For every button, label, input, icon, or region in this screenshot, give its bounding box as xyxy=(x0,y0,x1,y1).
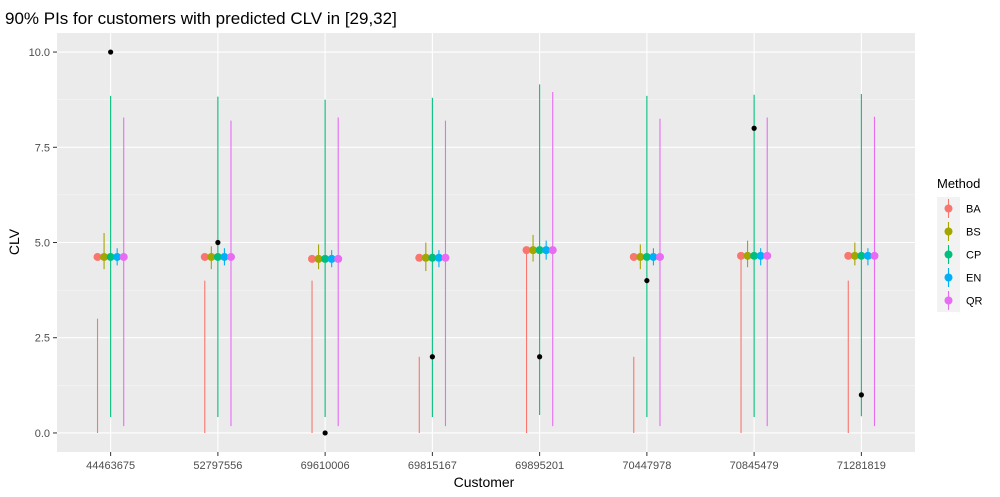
x-tick-label: 70447978 xyxy=(622,460,671,472)
legend-label: BA xyxy=(966,204,981,216)
point-estimate xyxy=(763,251,772,260)
legend-label: CP xyxy=(966,250,981,262)
actual-value-point xyxy=(537,354,543,360)
legend-key-point xyxy=(944,250,953,259)
point-estimate xyxy=(314,254,323,263)
point-estimate xyxy=(636,252,645,261)
actual-value-point xyxy=(644,277,650,284)
x-tick-label: 71281819 xyxy=(837,460,886,472)
point-estimate xyxy=(226,252,235,261)
point-estimate xyxy=(850,251,859,260)
point-estimate xyxy=(207,252,216,261)
legend-item-en: EN xyxy=(937,266,981,289)
series-points-ba xyxy=(93,246,853,263)
point-estimate xyxy=(542,246,551,255)
point-estimate xyxy=(93,252,102,261)
actual-value-point xyxy=(751,125,757,131)
point-estimate xyxy=(642,252,651,261)
actual-value-point xyxy=(322,430,328,436)
y-tick-label: 5.0 xyxy=(35,238,50,250)
y-tick-label: 2.5 xyxy=(35,333,50,345)
series-qr xyxy=(123,92,876,427)
legend-item-ba: BA xyxy=(937,197,981,220)
point-estimate xyxy=(522,246,531,255)
x-tick-label: 69815167 xyxy=(408,460,457,472)
point-estimate xyxy=(428,253,437,262)
point-estimate xyxy=(421,253,430,262)
legend-item-bs: BS xyxy=(937,220,981,243)
y-tick-label: 7.5 xyxy=(35,142,50,154)
actual-value-point xyxy=(108,49,114,55)
point-estimate xyxy=(529,246,538,255)
point-estimate xyxy=(548,246,557,255)
legend: Method BA BS CP EN QR xyxy=(937,176,983,312)
x-tick-label: 70845479 xyxy=(730,460,779,472)
x-tick-label: 44463675 xyxy=(86,460,135,472)
legend-key-point xyxy=(944,296,953,305)
point-estimate xyxy=(213,252,222,261)
legend-label: EN xyxy=(966,273,981,285)
y-tick-label: 10.0 xyxy=(29,47,50,59)
point-estimate xyxy=(308,254,317,263)
legend-label: QR xyxy=(966,296,983,308)
point-estimate xyxy=(750,251,759,260)
point-estimate xyxy=(321,254,330,263)
point-estimate xyxy=(119,252,128,261)
point-estimate xyxy=(334,254,343,263)
point-estimate xyxy=(743,251,752,260)
x-axis: 44463675 52797556 69610006 69815167 69895201… xyxy=(86,452,886,472)
series-points-qr xyxy=(119,246,879,263)
point-estimate xyxy=(415,253,424,262)
point-estimate xyxy=(844,251,853,260)
actual-values xyxy=(108,49,864,436)
x-axis-title: Customer xyxy=(454,474,515,490)
x-tick-label: 52797556 xyxy=(193,460,242,472)
point-estimate xyxy=(649,252,658,261)
point-estimate xyxy=(220,252,229,261)
actual-value-point xyxy=(858,392,864,398)
legend-item-cp: CP xyxy=(937,243,981,266)
legend-label: BS xyxy=(966,227,981,239)
point-estimate xyxy=(629,252,638,261)
series-points-cp xyxy=(106,246,866,263)
chart-title: 90% PIs for customers with predicted CLV… xyxy=(5,9,397,28)
point-estimate xyxy=(106,252,115,261)
point-estimate xyxy=(535,246,544,255)
point-estimate xyxy=(113,252,122,261)
x-tick-label: 69895201 xyxy=(515,460,564,472)
y-tick-label: 0.0 xyxy=(35,428,50,440)
plot-panel xyxy=(57,33,915,452)
series-points-bs xyxy=(100,246,859,263)
point-estimate xyxy=(870,251,879,260)
point-estimate xyxy=(200,252,209,261)
point-estimate xyxy=(756,251,765,260)
legend-key-point xyxy=(944,273,953,282)
point-estimate xyxy=(737,251,746,260)
legend-title: Method xyxy=(937,176,980,191)
point-estimate xyxy=(100,252,109,261)
point-estimate xyxy=(327,254,336,263)
legend-key-point xyxy=(944,227,953,236)
y-axis-title: CLV xyxy=(6,228,22,255)
point-estimate xyxy=(441,253,450,262)
series-ba xyxy=(96,250,849,433)
point-estimate xyxy=(655,252,664,261)
y-axis: 0.0 2.5 5.0 7.5 10.0 xyxy=(29,47,57,440)
x-tick-label: 69610006 xyxy=(301,460,350,472)
series-points-en xyxy=(113,246,872,263)
point-estimate xyxy=(434,253,443,262)
actual-value-point xyxy=(429,354,435,360)
legend-item-qr: QR xyxy=(937,289,983,312)
actual-value-point xyxy=(215,239,221,246)
legend-key-point xyxy=(944,204,953,213)
point-estimate xyxy=(857,251,866,260)
point-estimate xyxy=(863,251,872,260)
